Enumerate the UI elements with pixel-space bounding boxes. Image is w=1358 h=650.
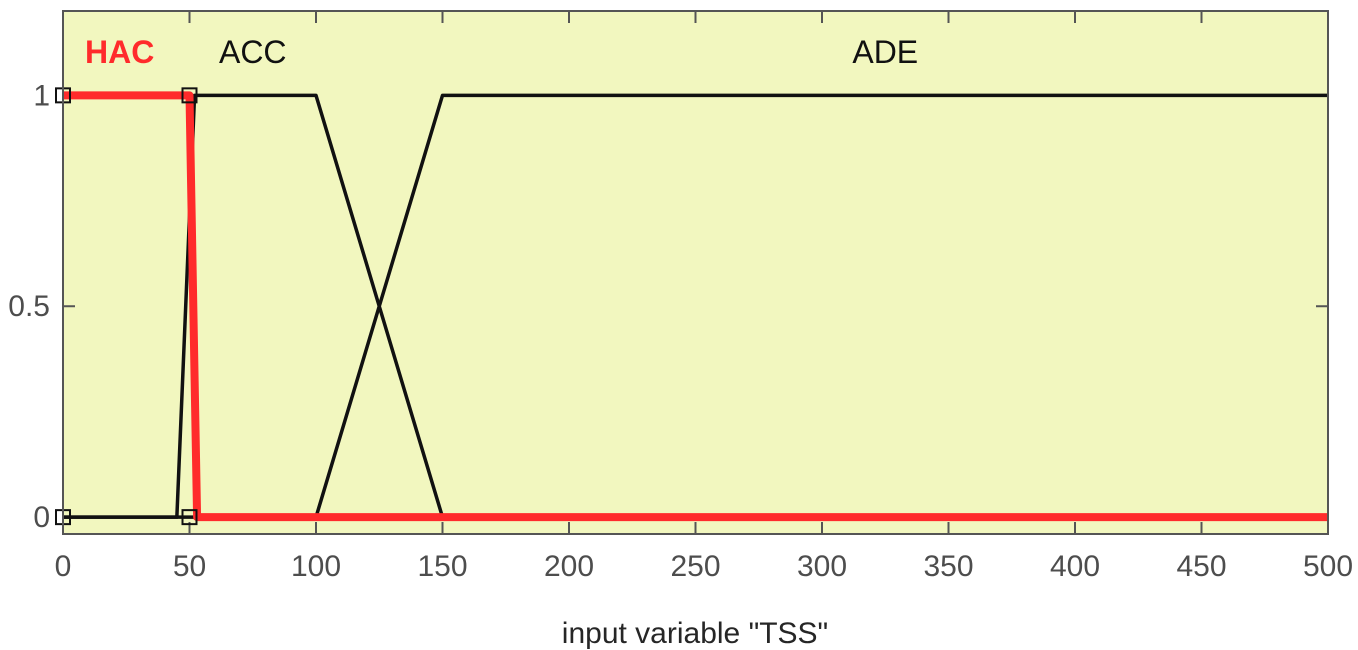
x-tick-label: 300 — [797, 550, 847, 583]
x-tick-label: 150 — [417, 550, 467, 583]
plot-area — [63, 11, 1328, 534]
plot-frame — [62, 10, 1329, 535]
x-tick-label: 450 — [1176, 550, 1226, 583]
x-tick-label: 400 — [1050, 550, 1100, 583]
series-line-ade — [63, 93, 1328, 519]
x-axis-label: input variable "TSS" — [562, 617, 828, 650]
series-label-hac: HAC — [85, 34, 154, 70]
y-tick-label: 0 — [33, 501, 50, 534]
series-labels: HAC ACC ADE — [85, 34, 918, 70]
x-tick-label: 500 — [1303, 550, 1353, 583]
series-label-acc: ACC — [219, 34, 287, 70]
x-tick-label: 0 — [55, 550, 72, 583]
y-tick-label: 0.5 — [8, 290, 50, 323]
x-tick-label: 100 — [291, 550, 341, 583]
x-tick-label: 200 — [544, 550, 594, 583]
y-tick-label: 1 — [33, 79, 50, 112]
series-layer — [63, 91, 1328, 522]
y-tick-labels: 00.51 — [8, 79, 50, 534]
series-label-ade: ADE — [852, 34, 918, 70]
x-tick-label: 350 — [923, 550, 973, 583]
x-tick-label: 250 — [670, 550, 720, 583]
vertex-marker — [181, 87, 198, 104]
vertex-marker — [181, 509, 198, 526]
x-tick-labels: 0 50 100 150 200 250 300 350 400 450 500 — [55, 550, 1353, 583]
series-line-hac — [63, 91, 1328, 522]
x-tick-label: 50 — [173, 550, 206, 583]
